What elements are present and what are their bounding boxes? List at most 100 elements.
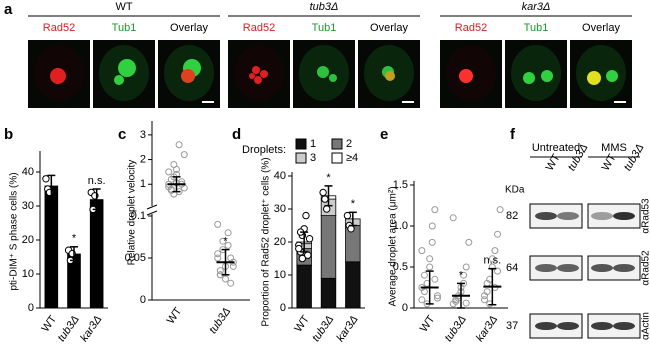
blot-band	[613, 212, 635, 220]
antibody: αRad52	[641, 250, 650, 286]
y-tick-label: 1	[140, 178, 146, 190]
size-marker: 82	[506, 210, 518, 222]
data-point	[214, 250, 222, 258]
data-point	[214, 220, 222, 228]
signal	[459, 69, 473, 83]
y-tick-label: 30	[274, 203, 286, 215]
bar-segment	[345, 261, 361, 309]
blot-band	[535, 264, 557, 272]
data-point	[323, 205, 331, 213]
data-point	[428, 222, 436, 230]
blot-band	[613, 322, 635, 330]
signal	[541, 70, 553, 82]
channel-label: Rad52	[43, 22, 75, 34]
group-title: tub3Δ	[310, 1, 339, 13]
antibody: αRad53	[641, 198, 650, 234]
blot-band	[557, 264, 579, 272]
signal	[606, 70, 618, 82]
y-tick-label: 30	[22, 200, 34, 212]
data-point	[433, 292, 441, 300]
data-point	[295, 244, 303, 253]
significance: *	[351, 198, 356, 210]
signal	[118, 59, 136, 77]
y-tick-label: 0.05	[125, 252, 146, 264]
y-axis-label: pti-DIM⁺ S phase cells (%)	[9, 172, 20, 290]
data-point	[42, 175, 50, 183]
panel-label: c	[118, 126, 126, 143]
x-tick-label: kar3Δ	[474, 314, 500, 344]
axis-break-mark	[146, 204, 158, 210]
signal	[114, 75, 124, 85]
data-point	[496, 206, 504, 214]
y-tick-label: 2	[140, 153, 146, 165]
y-tick-label: 0	[140, 294, 146, 306]
cell-outline	[576, 45, 626, 101]
channel-label: Overlay	[582, 22, 620, 34]
data-point	[222, 275, 229, 283]
data-point	[175, 141, 183, 149]
data-point	[465, 238, 473, 246]
x-tick-label: kar3Δ	[78, 314, 104, 344]
legend-label: ≥4	[346, 152, 358, 164]
data-point	[180, 151, 188, 159]
cell-outline	[511, 45, 561, 101]
y-tick-label: 3	[140, 129, 146, 141]
data-point	[347, 225, 355, 233]
size-marker: 37	[506, 320, 518, 332]
signal	[317, 66, 329, 78]
antibody: αActin	[641, 312, 650, 340]
data-point	[321, 195, 329, 203]
significance: *	[459, 269, 464, 281]
y-tick-label: 10	[22, 268, 34, 280]
signal	[523, 72, 535, 84]
y-tick-label: 10	[274, 269, 286, 281]
data-point	[227, 279, 235, 287]
legend-swatch	[331, 152, 343, 164]
data-point	[449, 214, 457, 222]
data-point	[426, 255, 434, 263]
data-point	[420, 271, 428, 279]
data-point	[462, 299, 470, 307]
bar-segment	[296, 264, 312, 309]
y-axis-label: Average droplet area (μm²)	[388, 186, 399, 306]
bar	[89, 199, 104, 308]
y-tick-label: 0	[28, 302, 34, 314]
channel-label: Tub1	[112, 22, 137, 34]
signal	[329, 74, 337, 82]
data-point	[462, 263, 470, 271]
data-point	[431, 206, 439, 214]
lane-label: WT	[544, 152, 563, 173]
x-tick-label: tub3Δ	[55, 314, 81, 344]
data-point	[491, 247, 499, 255]
signal	[260, 70, 268, 78]
data-point	[319, 188, 327, 197]
significance: *	[326, 172, 331, 184]
channel-label: Rad52	[243, 22, 275, 34]
y-tick-label: 0.1	[131, 210, 146, 222]
y-tick-label: 0	[280, 302, 286, 314]
blot-band	[535, 212, 557, 220]
panel-label: b	[4, 126, 13, 143]
condition: Untreated	[532, 142, 580, 154]
panel-label: f	[510, 126, 516, 143]
legend-swatch	[331, 138, 343, 150]
data-point	[229, 262, 237, 270]
channel-label: Tub1	[312, 22, 337, 34]
data-point	[488, 255, 496, 263]
data-point	[214, 254, 222, 262]
panel-label: a	[4, 1, 13, 18]
y-tick-label: 0.5	[393, 261, 408, 273]
data-point	[428, 238, 436, 246]
bar-segment	[320, 277, 337, 309]
data-point	[165, 168, 173, 176]
panel-label: e	[380, 126, 388, 143]
signal	[254, 76, 262, 84]
legend-label: 3	[310, 152, 316, 164]
data-point	[170, 161, 178, 168]
signal	[252, 66, 260, 74]
blot-band	[557, 212, 579, 220]
significance: n.s.	[88, 175, 106, 187]
data-point	[433, 294, 441, 302]
significance: n.s.	[483, 255, 501, 267]
